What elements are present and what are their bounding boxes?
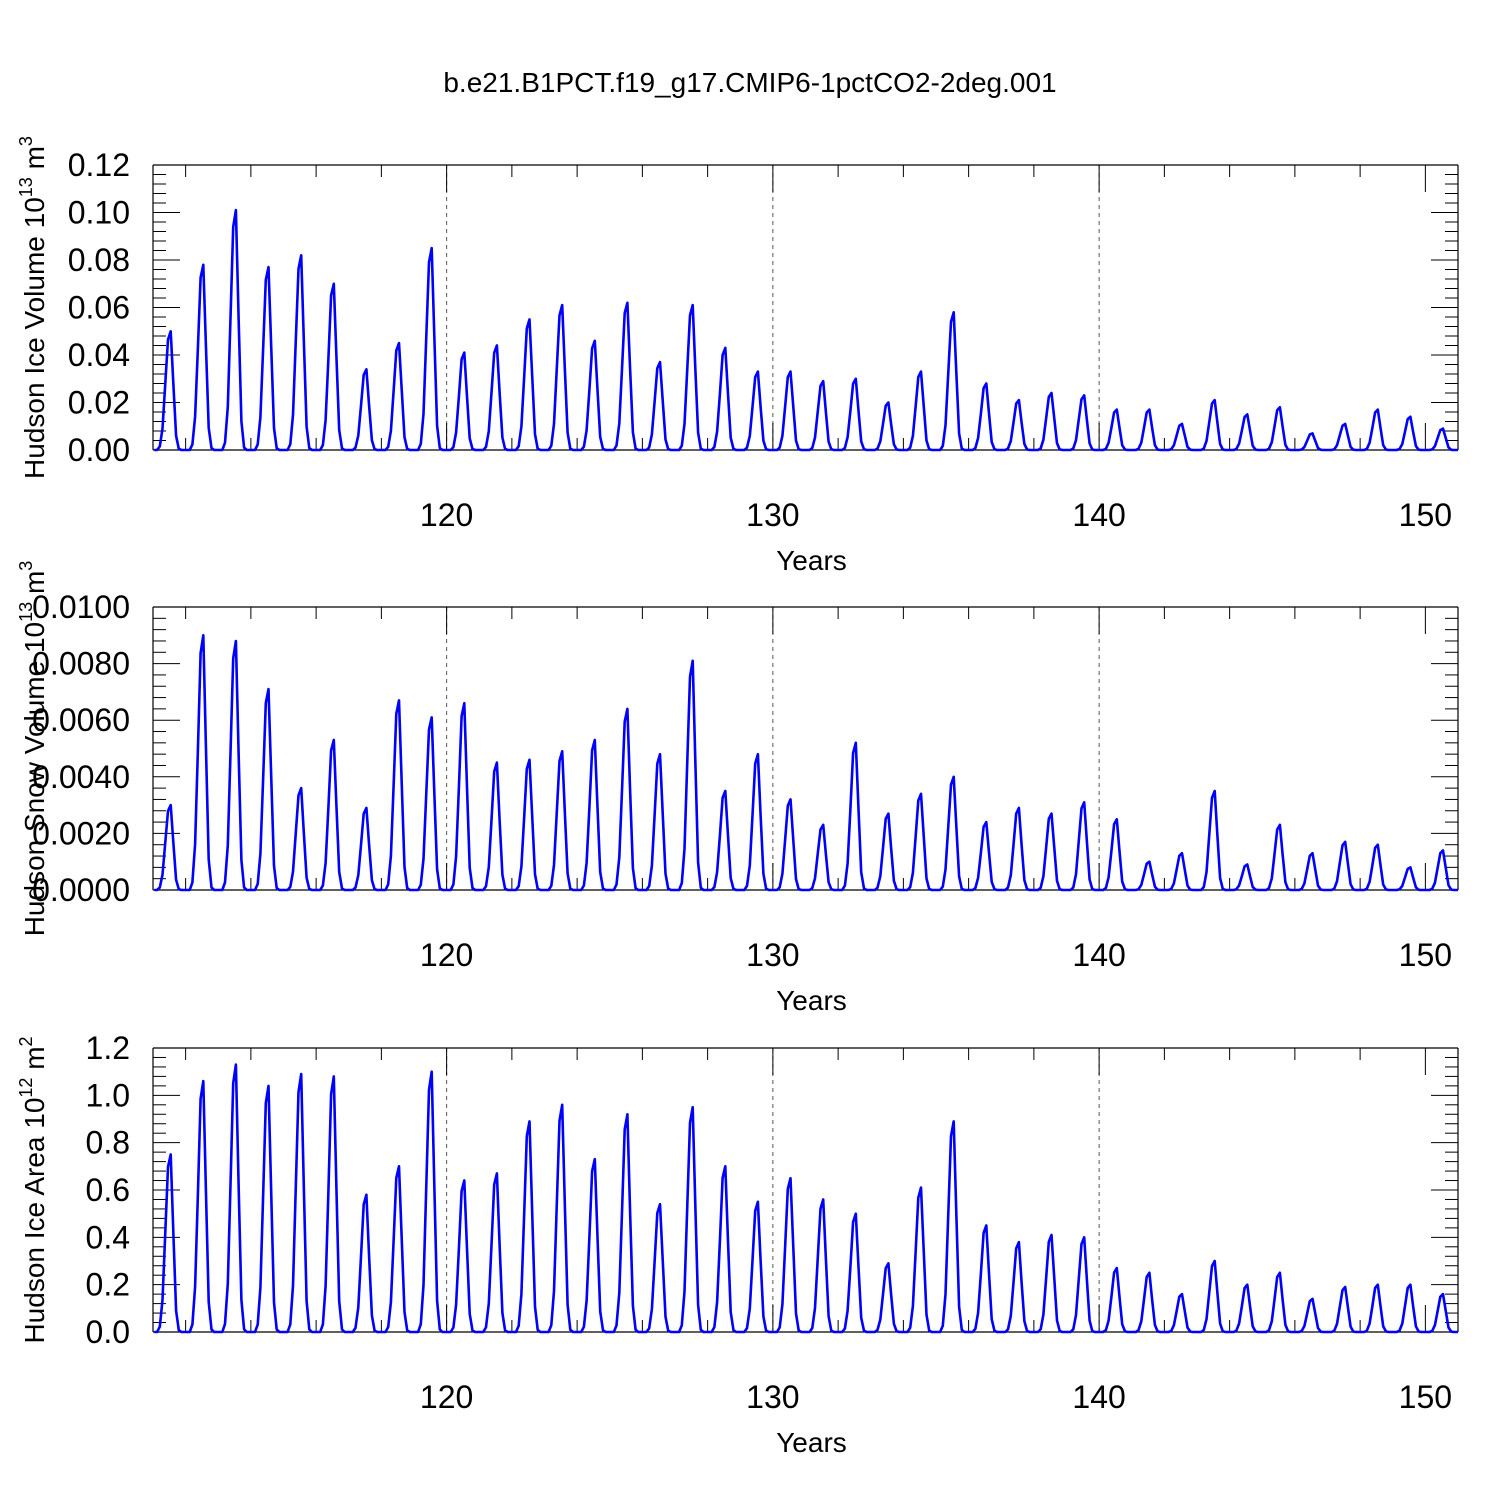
x-tick-label: 150 [1399, 1379, 1452, 1415]
x-axis-label: Years [776, 545, 847, 576]
x-tick-label: 130 [746, 937, 799, 973]
series-line [154, 208, 1458, 452]
series-line [154, 1063, 1458, 1334]
y-axis-label-unit: m [19, 571, 50, 602]
y-tick-label: 0.0100 [32, 589, 130, 625]
x-tick-label: 130 [746, 1379, 799, 1415]
x-tick-label: 120 [420, 1379, 473, 1415]
y-axis-label: Hudson Ice Area 1012 m2 [16, 1036, 50, 1343]
y-tick-label: 0.0020 [32, 815, 130, 851]
y-axis-label-exponent: 13 [16, 177, 36, 197]
y-tick-label: 1.2 [86, 1030, 130, 1066]
y-axis-label: Hudson Ice Volume 1013 m3 [16, 136, 50, 479]
y-tick-label: 0.06 [68, 290, 130, 326]
y-tick-label: 0.4 [86, 1219, 130, 1255]
series-line [154, 634, 1458, 892]
y-tick-label: 0.08 [68, 242, 130, 278]
chart-panel-3: 0.0 0.2 0.4 0.6 0.8 1.0 1.2 120 130 140 150 Years Hu… [16, 1030, 1459, 1458]
chart-panel-1: 0.00 0.02 0.04 0.06 0.08 0.10 0.12 120 130 140 150… [16, 136, 1459, 576]
y-tick-label: 0.12 [68, 147, 130, 183]
y-tick-label: 0.0060 [32, 702, 130, 738]
y-tick-label: 0.0 [86, 1314, 130, 1350]
y-tick-label: 0.8 [86, 1125, 130, 1161]
y-tick-label: 0.04 [68, 337, 130, 373]
x-tick-label: 120 [420, 497, 473, 533]
chart-panel-2: 0.0000 0.0020 0.0040 0.0060 0.0080 0.0100 120 1… [16, 561, 1459, 1016]
y-tick-label: 0.6 [86, 1172, 130, 1208]
x-tick-label: 150 [1399, 497, 1452, 533]
y-axis-label-unit-exponent: 2 [16, 1036, 36, 1046]
y-tick-label: 0.0080 [32, 646, 130, 682]
y-axis-label-unit-exponent: 3 [16, 561, 36, 571]
y-axis-label: Hudson Snow Volume 1013 m3 [16, 561, 50, 937]
y-axis-label-main: Hudson Snow Volume 10 [19, 622, 50, 936]
x-tick-label: 140 [1072, 1379, 1125, 1415]
y-tick-label: 1.0 [86, 1077, 130, 1113]
y-axis-label-main: Hudson Ice Volume 10 [19, 197, 50, 479]
y-tick-label: 0.10 [68, 195, 130, 231]
x-axis-label: Years [776, 985, 847, 1016]
y-tick-label: 0.02 [68, 385, 130, 421]
y-axis-label-unit-exponent: 3 [16, 136, 36, 146]
figure-title: b.e21.B1PCT.f19_g17.CMIP6-1pctCO2-2deg.0… [443, 67, 1056, 98]
y-axis-label-unit: m [19, 146, 50, 177]
y-tick-label: 0.0000 [32, 872, 130, 908]
y-axis-label-main: Hudson Ice Area 10 [19, 1098, 50, 1344]
x-tick-label: 140 [1072, 937, 1125, 973]
y-axis-label-exponent: 12 [16, 1078, 36, 1098]
y-tick-label: 0.0040 [32, 759, 130, 795]
y-axis-label-exponent: 13 [16, 602, 36, 622]
y-axis-label-unit: m [19, 1046, 50, 1077]
x-axis-label: Years [776, 1427, 847, 1458]
y-tick-label: 0.00 [68, 432, 130, 468]
x-tick-label: 120 [420, 937, 473, 973]
x-tick-label: 130 [746, 497, 799, 533]
x-tick-label: 140 [1072, 497, 1125, 533]
x-tick-label: 150 [1399, 937, 1452, 973]
y-tick-label: 0.2 [86, 1267, 130, 1303]
